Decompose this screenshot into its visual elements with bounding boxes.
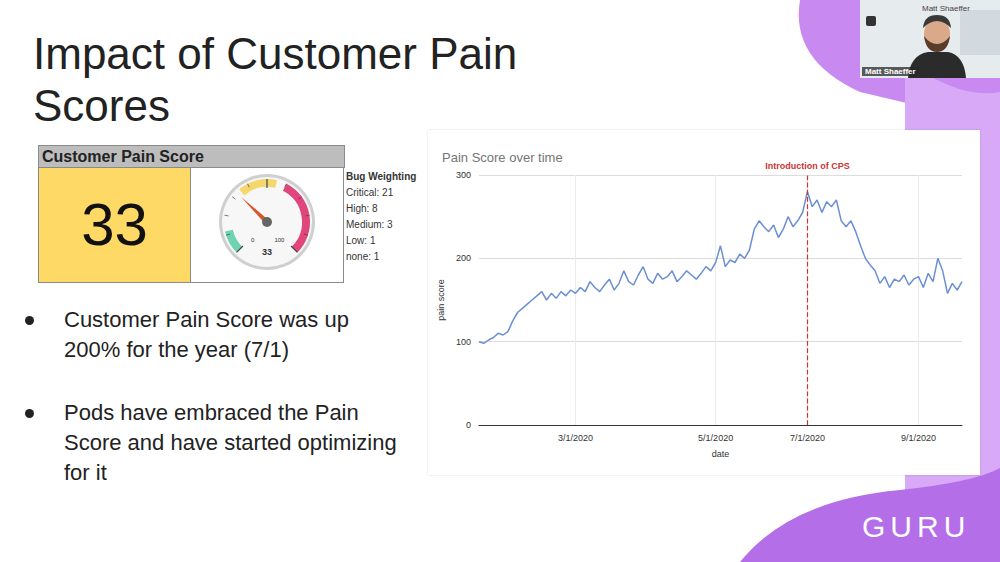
svg-text:5/1/2020: 5/1/2020 — [698, 433, 733, 443]
svg-text:100: 100 — [456, 337, 471, 347]
svg-text:100: 100 — [274, 237, 285, 243]
html-text:Matt Shaeffer: Matt Shaeffer — [922, 4, 970, 13]
html-text:High: 8: High: 8 — [346, 203, 378, 214]
svg-text:9/1/2020: 9/1/2020 — [901, 433, 936, 443]
svg-text:200: 200 — [456, 253, 471, 263]
html-text:33: 33 — [81, 191, 148, 258]
svg-text:pain score: pain score — [436, 279, 446, 321]
html-text:Pods have embraced the Pain Sc: Pods have embraced the Pain Score and ha… — [64, 400, 397, 485]
html-text:Low: 1: Low: 1 — [346, 235, 376, 246]
svg-text:7/1/2020: 7/1/2020 — [790, 433, 825, 443]
html-text:Customer Pain Score: Customer Pain Score — [42, 148, 204, 165]
svg-text:3/1/2020: 3/1/2020 — [558, 433, 593, 443]
html-text:Impact of Customer Pain Scores: Impact of Customer Pain Scores — [33, 29, 518, 130]
svg-text:Introduction of CPS: Introduction of CPS — [765, 161, 850, 171]
svg-text:Pain Score over time: Pain Score over time — [442, 150, 563, 165]
html-text:Critical: 21: Critical: 21 — [346, 187, 394, 198]
html-text:Medium: 3: Medium: 3 — [346, 219, 393, 230]
svg-text:date: date — [712, 449, 730, 459]
html-text:Customer Pain Score was up 200: Customer Pain Score was up 200% for the … — [64, 307, 349, 362]
html-text:GURU: GURU — [862, 510, 971, 543]
svg-text:33: 33 — [262, 247, 272, 257]
html-text:Bug Weighting: Bug Weighting — [346, 171, 417, 182]
svg-text:0: 0 — [466, 420, 471, 430]
svg-text:0: 0 — [251, 237, 255, 243]
html-text:none: 1: none: 1 — [346, 251, 380, 262]
svg-text:300: 300 — [456, 170, 471, 180]
html-text:Matt Shaeffer: Matt Shaeffer — [865, 67, 916, 76]
